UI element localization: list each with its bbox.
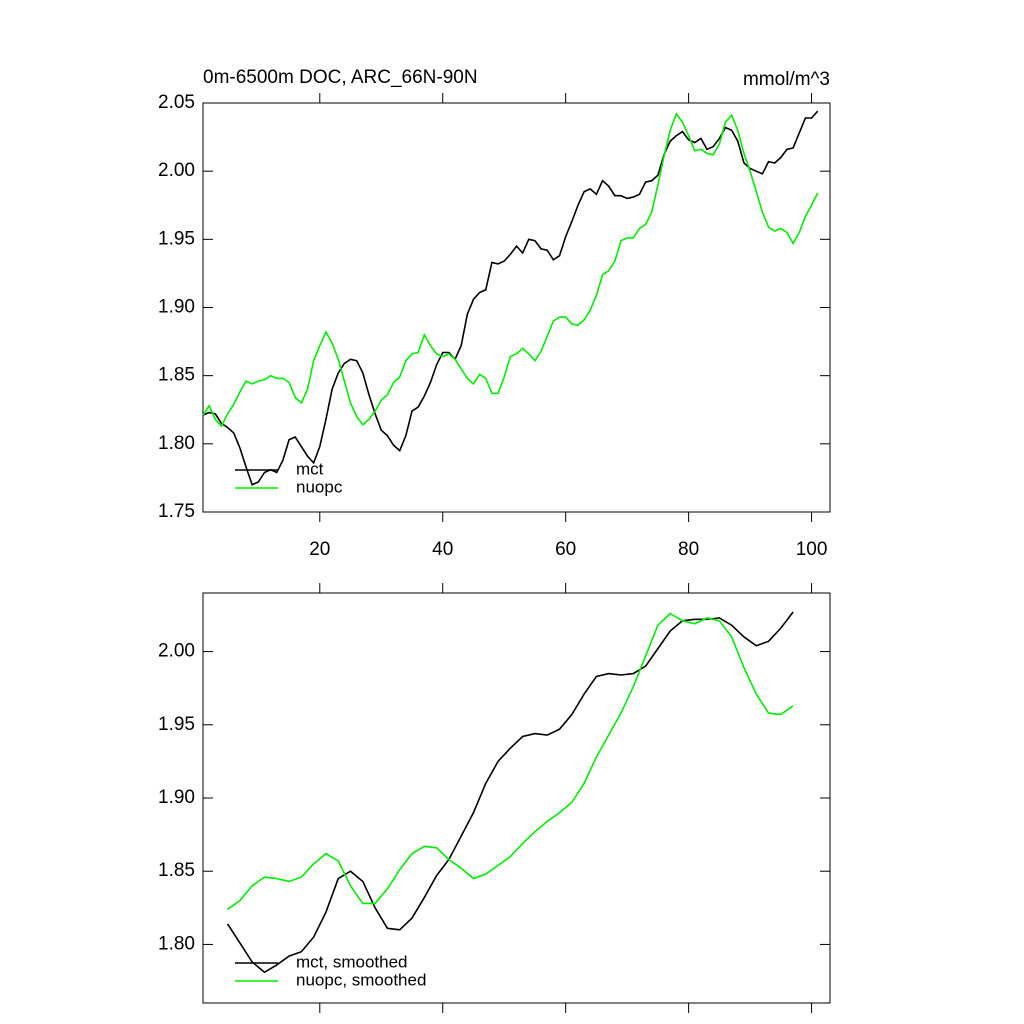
chart-title: 0m-6500m DOC, ARC_66N-90N bbox=[203, 67, 478, 88]
y-tick-label: 2.05 bbox=[158, 92, 195, 113]
legend-label: mct, smoothed bbox=[296, 952, 408, 971]
legend-label: nuopc, smoothed bbox=[296, 970, 426, 989]
y-tick-label: 1.95 bbox=[158, 228, 195, 249]
legend-label: mct bbox=[296, 459, 324, 478]
x-tick-label: 80 bbox=[678, 539, 699, 560]
y-tick-label: 1.90 bbox=[158, 297, 195, 318]
y-tick-label: 1.75 bbox=[158, 501, 195, 522]
y-tick-label: 2.00 bbox=[158, 641, 195, 662]
x-tick-label: 20 bbox=[309, 539, 330, 560]
y-tick-label: 1.90 bbox=[158, 787, 195, 808]
y-tick-label: 1.80 bbox=[158, 433, 195, 454]
units-label: mmol/m^3 bbox=[743, 69, 830, 90]
x-tick-label: 60 bbox=[555, 539, 576, 560]
plot-frame bbox=[202, 102, 831, 513]
data-line bbox=[227, 612, 794, 910]
y-tick-label: 1.95 bbox=[158, 714, 195, 735]
y-tick-label: 1.85 bbox=[158, 860, 195, 881]
plot-frame bbox=[202, 592, 831, 1004]
y-tick-label: 1.80 bbox=[158, 933, 195, 954]
x-tick-label: 40 bbox=[432, 539, 453, 560]
data-line bbox=[226, 611, 794, 974]
legend-label: nuopc bbox=[296, 477, 343, 496]
data-line bbox=[202, 110, 819, 486]
data-line bbox=[202, 112, 819, 428]
y-tick-label: 2.00 bbox=[158, 160, 195, 181]
y-tick-label: 1.85 bbox=[158, 365, 195, 386]
x-tick-label: 100 bbox=[796, 539, 828, 560]
